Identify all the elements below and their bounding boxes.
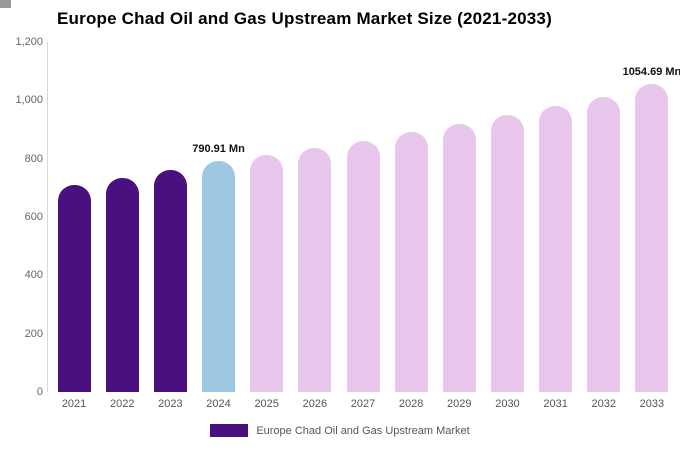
x-tick-label: 2032 <box>591 398 616 410</box>
y-axis-line <box>47 42 48 392</box>
legend-label: Europe Chad Oil and Gas Upstream Market <box>256 424 470 437</box>
x-tick-label: 2033 <box>639 398 665 410</box>
x-tick-label: 2023 <box>158 398 183 410</box>
bar-2032 <box>587 97 621 392</box>
x-tick-label: 2026 <box>302 398 328 410</box>
bar-2027 <box>346 140 380 392</box>
x-tick-label: 2031 <box>543 398 568 410</box>
y-tick-label: 800 <box>24 152 43 165</box>
x-tick-label: 2024 <box>206 398 231 410</box>
bar-2026 <box>298 147 332 392</box>
x-tick-label: 2028 <box>398 398 424 410</box>
bar-2031 <box>539 105 573 392</box>
chart-title: Europe Chad Oil and Gas Upstream Market … <box>57 9 552 28</box>
bar-2025 <box>250 155 284 392</box>
bar-2028 <box>394 131 428 392</box>
x-tick-label: 2030 <box>495 398 520 410</box>
bar-2029 <box>442 123 476 392</box>
bar-2024 <box>202 161 236 392</box>
y-tick-label: 1,000 <box>15 94 43 107</box>
x-tick-label: 2022 <box>109 398 135 410</box>
plot-area: 0 200 400 600 800 1,000 1,200 2021 2022 2023 2024… <box>15 36 680 410</box>
legend-swatch <box>210 424 249 437</box>
y-tick-label: 400 <box>24 269 43 282</box>
x-tick-label: 2021 <box>61 398 87 410</box>
bar-2021 <box>57 184 91 392</box>
y-tick-label: 200 <box>24 327 43 340</box>
legend: Europe Chad Oil and Gas Upstream Market <box>0 424 680 437</box>
screenshot-corner-artifact <box>0 0 11 8</box>
x-tick-label: 2025 <box>254 398 279 410</box>
bar-value-label-2024: 790.91 Mn <box>192 143 245 156</box>
bar-2023 <box>153 170 187 392</box>
y-tick-label: 0 <box>36 386 43 398</box>
bar-value-label-2033: 1054.69 Mn <box>622 66 680 79</box>
x-tick-label: 2027 <box>350 398 376 410</box>
bar-2022 <box>105 177 139 392</box>
bar-2033 <box>635 84 669 392</box>
bar-2030 <box>490 114 524 392</box>
y-tick-label: 600 <box>24 211 43 223</box>
y-tick-label: 1,200 <box>15 36 43 48</box>
x-tick-label: 2029 <box>447 398 472 410</box>
